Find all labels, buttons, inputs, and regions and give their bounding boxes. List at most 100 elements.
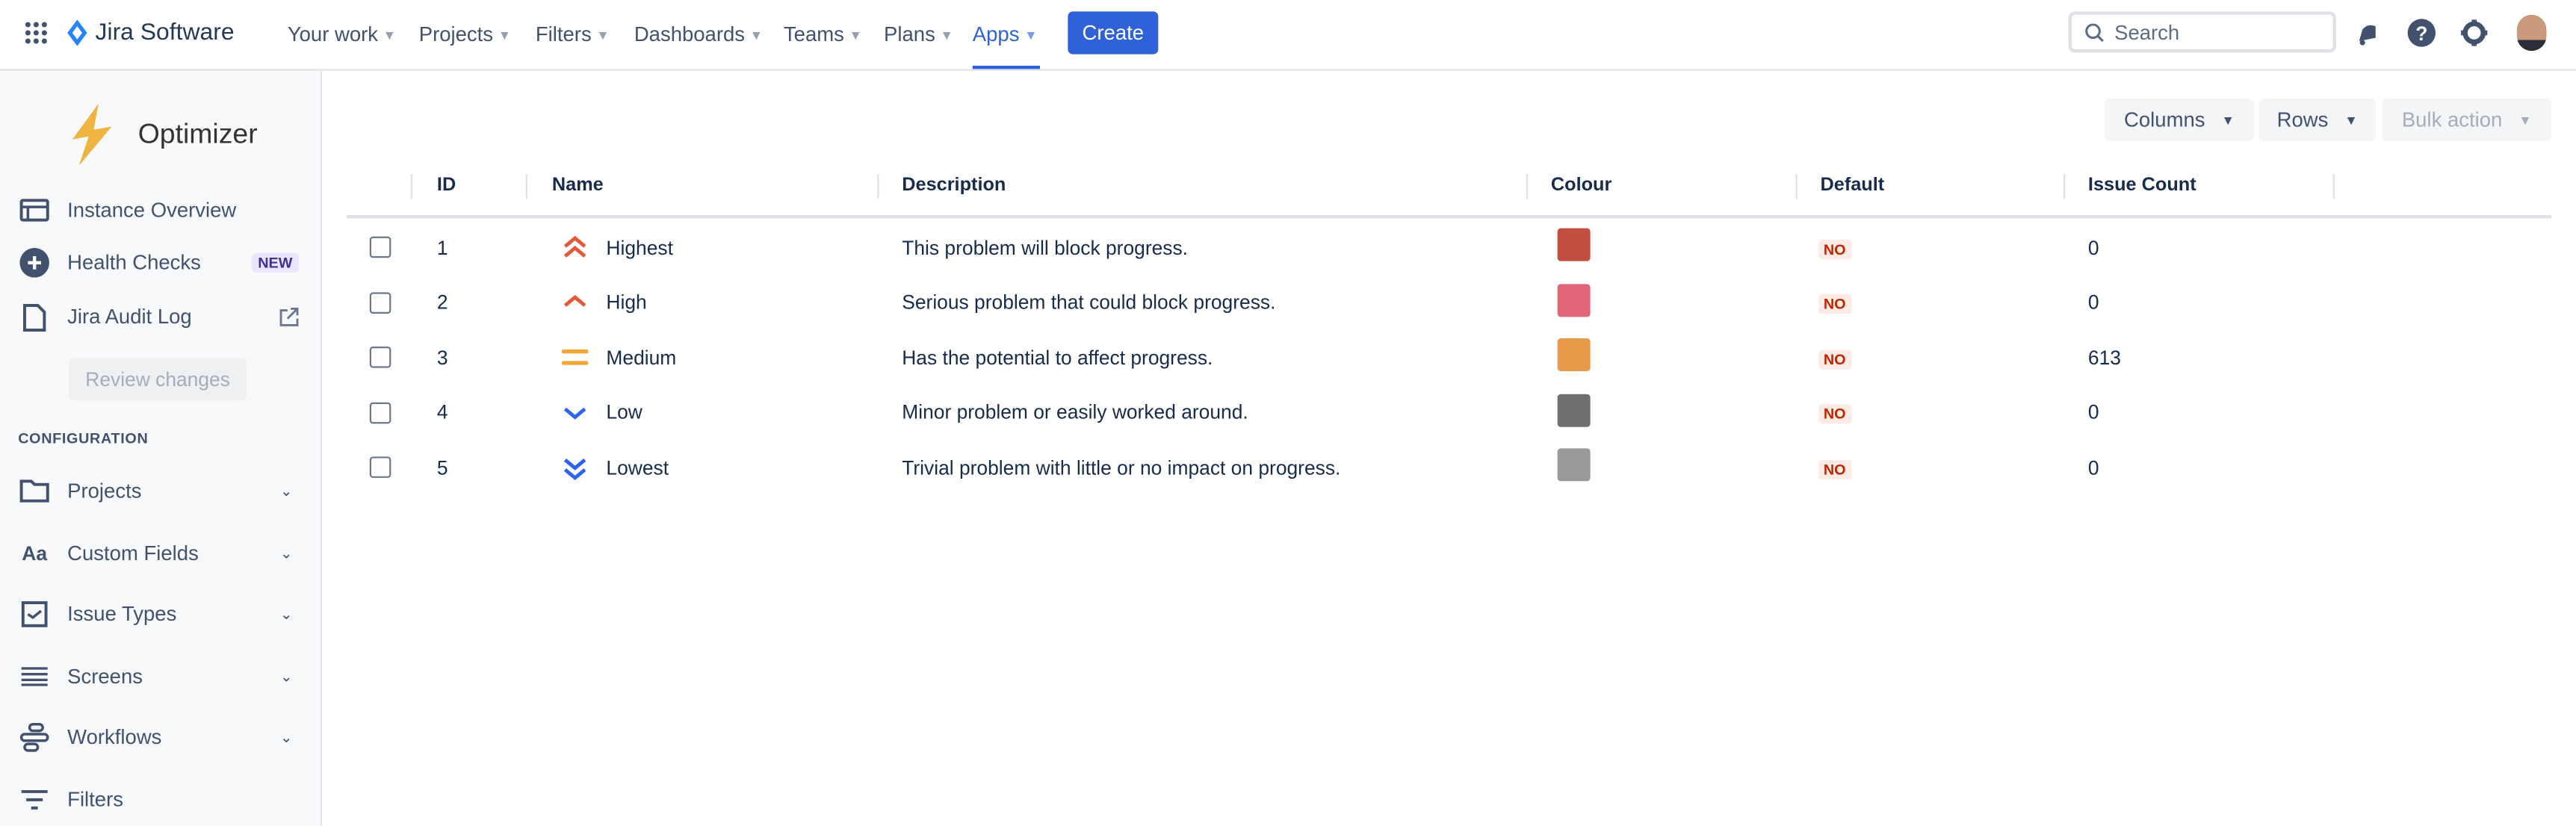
row-checkbox[interactable]	[369, 291, 391, 313]
sidebar: Optimizer Instance Overview Health Check…	[0, 70, 323, 826]
sidebar-item-instance-overview[interactable]: Instance Overview	[19, 193, 299, 226]
colour-swatch	[1557, 338, 1591, 371]
workflow-icon	[19, 722, 49, 753]
notifications-bell-icon[interactable]	[2353, 19, 2383, 49]
settings-gear-icon[interactable]	[2459, 18, 2489, 48]
sidebar-item-custom-fields[interactable]: Aa Custom Fields ⌄	[19, 537, 299, 570]
bulk-action-button[interactable]: Bulk action ▼	[2382, 98, 2552, 142]
chevron-down-icon: ▼	[498, 27, 512, 43]
rows-button[interactable]: Rows ▼	[2258, 98, 2376, 142]
sidebar-item-projects[interactable]: Projects ⌄	[19, 475, 299, 508]
search-input[interactable]: Search	[2068, 11, 2336, 53]
priority-lowest-icon	[563, 457, 586, 479]
sidebar-item-issue-types[interactable]: Issue Types ⌄	[19, 597, 299, 630]
top-navigation: Jira Software Your work ▼ Projects ▼ Filte…	[0, 0, 2576, 71]
external-link-icon	[279, 307, 299, 326]
nav-dashboards[interactable]: Dashboards ▼	[634, 22, 764, 46]
column-header-default[interactable]: Default	[1820, 176, 1885, 196]
lightning-bolt-icon	[72, 103, 112, 167]
filter-icon	[19, 785, 49, 815]
priority-name[interactable]: High	[562, 275, 647, 329]
priority-high-icon	[563, 294, 586, 307]
row-checkbox[interactable]	[369, 346, 391, 368]
priority-id: 2	[436, 291, 448, 314]
sidebar-item-jira-audit-log[interactable]: Jira Audit Log	[19, 300, 299, 333]
priority-id: 3	[436, 345, 448, 369]
default-lozenge: NO	[1818, 403, 1851, 424]
chevron-down-icon: ▼	[849, 27, 862, 43]
nav-filters[interactable]: Filters ▼	[535, 22, 610, 46]
priority-name[interactable]: Low	[562, 385, 643, 440]
column-header-colour[interactable]: Colour	[1550, 176, 1612, 196]
priority-name[interactable]: Lowest	[562, 440, 669, 494]
row-checkbox[interactable]	[369, 401, 391, 423]
colour-swatch	[1557, 393, 1591, 426]
nav-projects[interactable]: Projects ▼	[418, 22, 512, 46]
configuration-heading: CONFIGURATION	[18, 430, 149, 447]
sidebar-item-filters[interactable]: Filters	[19, 783, 299, 816]
layout-icon	[19, 196, 49, 226]
nav-plans[interactable]: Plans ▼	[884, 22, 953, 46]
column-header-id[interactable]: ID	[436, 176, 456, 196]
priority-description: Trivial problem with little or no impact…	[902, 456, 1341, 479]
priority-name[interactable]: Highest	[562, 220, 673, 275]
jira-logo[interactable]: Jira Software	[66, 18, 235, 48]
priority-name[interactable]: Medium	[562, 330, 676, 385]
chevron-down-icon: ▼	[1024, 27, 1038, 43]
review-changes-button[interactable]: Review changes	[69, 358, 247, 401]
chevron-down-icon: ▼	[2518, 112, 2532, 128]
lines-icon	[19, 662, 49, 692]
chevron-down-icon: ⌄	[279, 544, 293, 561]
colour-swatch	[1557, 283, 1591, 317]
colour-swatch	[1557, 448, 1591, 482]
sidebar-item-workflows[interactable]: Workflows ⌄	[19, 721, 299, 754]
app-switcher-icon[interactable]	[25, 22, 48, 45]
create-button[interactable]: Create	[1068, 11, 1159, 55]
colour-swatch	[1557, 228, 1591, 261]
sidebar-item-health-checks[interactable]: Health Checks NEW	[19, 246, 300, 279]
issue-count: 0	[2087, 291, 2099, 314]
search-icon	[2085, 22, 2104, 41]
chevron-down-icon: ⌄	[279, 605, 293, 622]
table-row[interactable]: 4 Low Minor problem or easily worked aro…	[347, 385, 2551, 440]
sidebar-item-screens[interactable]: Screens ⌄	[19, 660, 299, 693]
table-row[interactable]: 2 High Serious problem that could block …	[347, 275, 2551, 329]
row-checkbox[interactable]	[369, 456, 391, 478]
optimizer-logo: Optimizer	[66, 103, 258, 167]
priority-id: 1	[436, 235, 448, 259]
chevron-down-icon: ▼	[596, 27, 610, 43]
table-row[interactable]: 1 Highest This problem will block progre…	[347, 220, 2551, 275]
priority-low-icon	[563, 407, 586, 420]
priority-highest-icon	[563, 235, 586, 257]
default-lozenge: NO	[1818, 459, 1851, 479]
user-avatar[interactable]	[2516, 14, 2547, 52]
folder-icon	[19, 476, 49, 506]
table-row[interactable]: 3 Medium Has the potential to affect pro…	[347, 330, 2551, 385]
document-icon	[19, 302, 49, 332]
plus-circle-icon	[19, 248, 49, 278]
priority-description: Serious problem that could block progres…	[902, 291, 1276, 314]
issue-count: 0	[2087, 456, 2099, 479]
help-icon[interactable]: ?	[2407, 18, 2437, 48]
row-checkbox[interactable]	[369, 236, 391, 258]
default-lozenge: NO	[1818, 238, 1851, 259]
default-lozenge: NO	[1818, 349, 1851, 369]
chevron-down-icon: ▼	[749, 27, 764, 43]
chevron-down-icon: ▼	[2221, 112, 2235, 128]
column-header-description[interactable]: Description	[902, 176, 1006, 196]
priority-description: Minor problem or easily worked around.	[902, 400, 1248, 424]
nav-teams[interactable]: Teams ▼	[783, 22, 862, 46]
column-header-name[interactable]: Name	[551, 176, 604, 196]
nav-your-work[interactable]: Your work ▼	[287, 22, 397, 46]
column-header-issue-count[interactable]: Issue Count	[2087, 176, 2196, 196]
table-row[interactable]: 5 Lowest Trivial problem with little or …	[347, 440, 2551, 494]
nav-apps[interactable]: Apps ▼	[972, 0, 1041, 69]
columns-button[interactable]: Columns ▼	[2104, 98, 2255, 142]
chevron-down-icon: ▼	[2344, 112, 2358, 128]
default-lozenge: NO	[1818, 294, 1851, 314]
text-icon: Aa	[22, 541, 48, 565]
svg-text:?: ?	[2415, 22, 2427, 45]
chevron-down-icon: ▼	[940, 27, 953, 43]
issue-count: 613	[2087, 345, 2121, 369]
checkbox-icon	[19, 600, 49, 630]
